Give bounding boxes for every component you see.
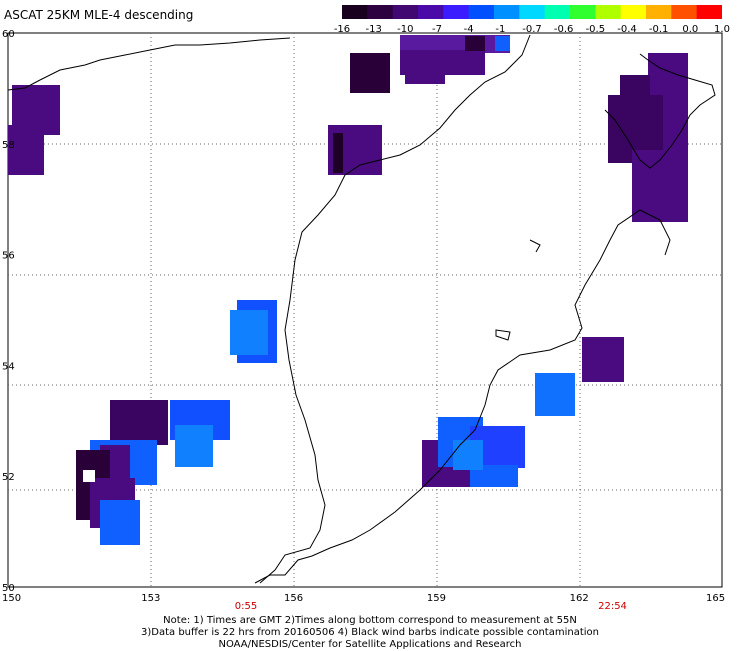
- colorbar-label: -0.6: [553, 24, 574, 35]
- cell: [230, 310, 268, 355]
- colorbar-label: -16: [333, 24, 351, 35]
- colorbar: [342, 5, 722, 19]
- time-marker-label: 22:54: [598, 601, 627, 612]
- colorbar-label: 0.0: [682, 24, 699, 35]
- cell: [465, 36, 485, 51]
- cell: [175, 425, 213, 467]
- data-cells: [8, 35, 688, 545]
- y-tick-label: 52: [2, 472, 15, 483]
- x-tick-label: 162: [570, 593, 589, 604]
- cell: [400, 50, 485, 75]
- cell: [100, 500, 140, 545]
- map-frame: [7, 32, 723, 588]
- colorbar-swatch: [519, 5, 546, 19]
- note-line-1: Note: 1) Times are GMT 2)Times along bot…: [163, 615, 577, 626]
- colorbar-swatch: [468, 5, 495, 19]
- tick-labels: 150 153 156 159 162 165 60 58 56 54 52 50: [2, 29, 725, 604]
- colorbar-swatch: [443, 5, 470, 19]
- colorbar-swatch: [544, 5, 571, 19]
- time-markers: 0:55 22:54: [235, 601, 627, 612]
- cell: [83, 470, 95, 482]
- cell: [620, 75, 650, 105]
- colorbar-label: -0.7: [522, 24, 542, 35]
- colorbar-swatch: [696, 5, 722, 19]
- cell: [470, 465, 518, 487]
- colorbar-labels: -16 -13 -10 -7 -4 -1 -0.7 -0.6 -0.5 -0.4 -0.1 0.0 1.…: [328, 24, 740, 38]
- colorbar-label: -4: [463, 24, 474, 35]
- colorbar-swatch: [570, 5, 596, 19]
- note-line-3: NOAA/NESDIS/Center for Satellite Applica…: [218, 639, 522, 650]
- y-tick-label: 56: [2, 251, 15, 262]
- colorbar-swatch: [494, 5, 520, 19]
- x-tick-label: 165: [706, 593, 725, 604]
- cell: [350, 53, 390, 93]
- colorbar-label: -7: [432, 24, 442, 35]
- colorbar-label: -1: [495, 24, 506, 35]
- cell: [453, 440, 483, 470]
- cell: [582, 337, 624, 382]
- colorbar-label: -0.1: [648, 24, 669, 35]
- y-tick-label: 58: [2, 140, 15, 151]
- cell: [333, 133, 343, 173]
- x-tick-label: 150: [2, 593, 21, 604]
- chart-title: ASCAT 25KM MLE-4 descending: [4, 8, 194, 22]
- x-tick-label: 156: [284, 593, 303, 604]
- time-marker-label: 0:55: [235, 601, 257, 612]
- colorbar-swatch: [646, 5, 672, 19]
- colorbar-swatch: [671, 5, 698, 19]
- colorbar-swatch: [392, 5, 419, 19]
- cell: [405, 72, 445, 84]
- x-tick-label: 153: [141, 593, 160, 604]
- notes: Note: 1) Times are GMT 2)Times along bot…: [0, 615, 740, 651]
- x-tick-label: 159: [427, 593, 446, 604]
- colorbar-swatch: [418, 5, 444, 19]
- colorbar-swatch: [595, 5, 622, 19]
- cell: [8, 125, 44, 175]
- cell: [110, 400, 168, 445]
- colorbar-label: -13: [365, 24, 382, 35]
- colorbar-label: -0.5: [585, 24, 606, 35]
- colorbar-label: -0.4: [617, 24, 637, 35]
- note-line-2: 3)Data buffer is 22 hrs from 20160506 4)…: [141, 627, 599, 638]
- colorbar-swatch: [367, 5, 394, 19]
- cell: [535, 373, 575, 416]
- y-tick-label: 54: [2, 361, 15, 372]
- colorbar-label: -10: [397, 24, 414, 35]
- colorbar-swatch: [620, 5, 647, 19]
- colorbar-label: 1.0: [714, 24, 730, 35]
- cell: [632, 150, 688, 222]
- coastline: [7, 34, 716, 584]
- cell: [495, 36, 510, 51]
- y-tick-label: 50: [2, 583, 15, 594]
- colorbar-swatch: [342, 5, 368, 19]
- y-tick-label: 60: [2, 29, 15, 40]
